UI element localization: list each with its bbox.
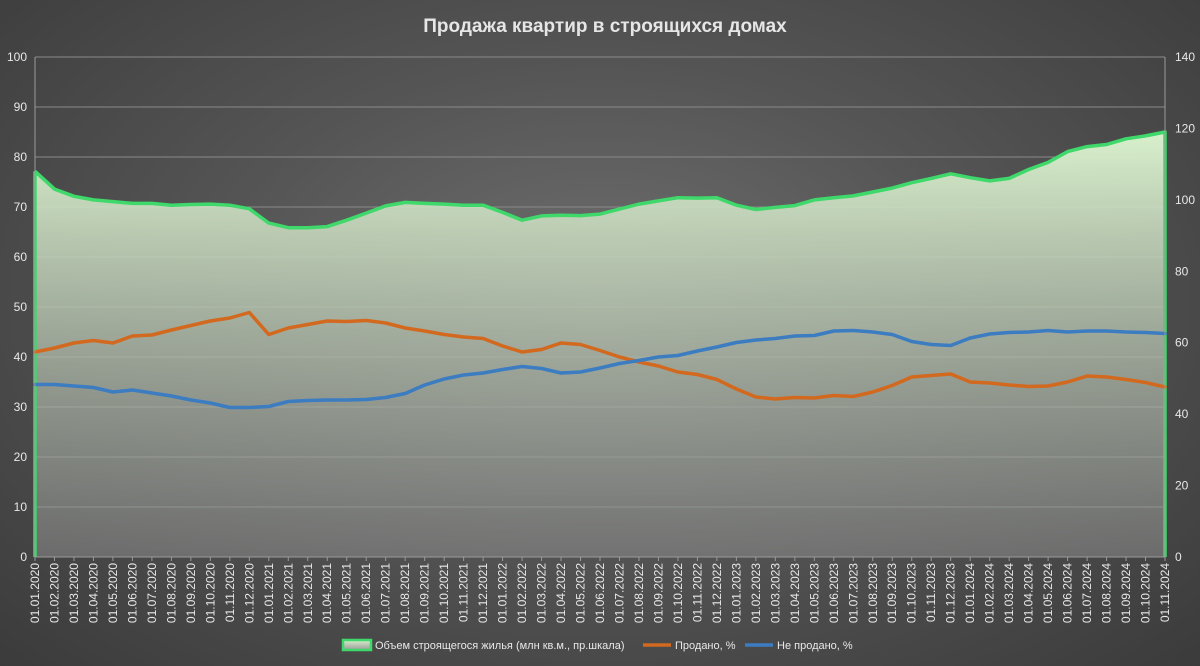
y-left-tick-label: 40: [14, 350, 28, 364]
y-left-tick-label: 10: [14, 500, 28, 514]
series-line-sold: [33, 310, 1167, 401]
chart-title: Продажа квартир в строящихся домах: [423, 16, 787, 37]
y-right-tick-label: 20: [1175, 479, 1189, 493]
x-tick-label: 01.06.2021: [359, 563, 373, 623]
legend-entry: Продано, %: [643, 640, 736, 652]
x-axis: 01.01.2020 01.02.2020 01.03.2020 01.04.2020…: [28, 556, 1172, 623]
x-tick-label: 01.09.2020: [184, 563, 198, 623]
x-tick-label: 01.03.2024: [1002, 563, 1016, 623]
x-tick-label: 01.08.2021: [398, 563, 412, 623]
x-tick-label: 01.02.2024: [983, 563, 997, 623]
x-tick-label: 01.07.2023: [846, 563, 860, 623]
legend-swatch-area: [341, 638, 373, 652]
x-tick-label: 01.10.2021: [437, 563, 451, 623]
y-left-tick-label: 20: [14, 450, 28, 464]
x-tick-label: 01.04.2022: [554, 563, 568, 623]
x-tick-label: 01.07.2022: [612, 563, 626, 623]
y-left-tick-label: 90: [14, 100, 28, 114]
x-tick-label: 01.09.2023: [885, 563, 899, 623]
legend-entry: Не продано, %: [745, 640, 853, 652]
y-right-tick-label: 120: [1175, 121, 1195, 135]
x-tick-label: 01.11.2021: [457, 563, 471, 622]
x-tick-label: 01.12.2023: [944, 563, 958, 623]
x-tick-label: 01.06.2023: [827, 563, 841, 623]
y-right-tick-label: 100: [1175, 193, 1195, 207]
x-tick-label: 01.12.2021: [476, 563, 490, 623]
x-tick-label: 01.02.2021: [281, 563, 295, 623]
legend-label: Продано, %: [675, 640, 736, 652]
x-tick-label: 01.08.2024: [1100, 563, 1114, 623]
y-right-tick-label: 40: [1175, 407, 1189, 421]
x-tick-label: 01.12.2022: [710, 563, 724, 623]
y-left-tick-label: 80: [14, 150, 28, 164]
right-axis: 0 20 40 60 80 100 120 140: [1164, 50, 1195, 564]
x-tick-label: 01.11.2023: [924, 563, 938, 622]
x-tick-label: 01.07.2020: [145, 563, 159, 623]
x-tick-label: 01.03.2022: [535, 563, 549, 623]
x-tick-label: 01.10.2023: [905, 563, 919, 623]
legend: Объем строящегося жилья (млн кв.м., пр.ш…: [341, 638, 853, 652]
series-line-unsold: [33, 328, 1167, 410]
x-tick-label: 01.06.2022: [593, 563, 607, 623]
x-tick-label: 01.11.2020: [223, 563, 237, 622]
x-tick-label: 01.11.2024: [1158, 563, 1172, 622]
x-tick-label: 01.11.2022: [690, 563, 704, 622]
x-tick-label: 01.03.2020: [67, 563, 81, 623]
x-tick-label: 01.12.2020: [242, 563, 256, 623]
x-tick-label: 01.04.2021: [320, 563, 334, 623]
x-tick-label: 01.01.2021: [262, 563, 276, 623]
x-tick-label: 01.04.2023: [788, 563, 802, 623]
x-tick-label: 01.09.2024: [1119, 563, 1133, 623]
x-tick-label: 01.09.2022: [651, 563, 665, 623]
x-tick-label: 01.05.2024: [1041, 563, 1055, 623]
y-left-tick-label: 70: [14, 200, 28, 214]
y-right-tick-label: 0: [1175, 550, 1182, 564]
left-axis: 0 10 20 30 40 50 60 70 80 90 100: [7, 50, 36, 564]
x-tick-label: 01.08.2023: [866, 563, 880, 623]
x-tick-label: 01.02.2023: [749, 563, 763, 623]
legend-label: Объем строящегося жилья (млн кв.м., пр.ш…: [375, 640, 625, 652]
x-tick-label: 01.10.2022: [671, 563, 685, 623]
area-layer: [33, 130, 1167, 557]
x-tick-label: 01.04.2024: [1022, 563, 1036, 623]
x-tick-label: 01.03.2021: [301, 563, 315, 623]
x-tick-label: 01.01.2022: [496, 563, 510, 623]
x-tick-label: 01.01.2024: [963, 563, 977, 623]
x-tick-label: 01.03.2023: [768, 563, 782, 623]
y-left-tick-label: 50: [14, 300, 28, 314]
y-right-tick-label: 80: [1175, 264, 1189, 278]
x-tick-label: 01.10.2024: [1139, 563, 1153, 623]
x-tick-label: 01.02.2022: [515, 563, 529, 623]
x-tick-label: 01.05.2023: [807, 563, 821, 623]
legend-label: Не продано, %: [777, 640, 853, 652]
x-tick-label: 01.09.2021: [418, 563, 432, 623]
x-tick-label: 01.01.2023: [729, 563, 743, 623]
x-tick-label: 01.10.2020: [203, 563, 217, 623]
x-tick-label: 01.05.2020: [106, 563, 120, 623]
x-tick-label: 01.01.2020: [28, 563, 42, 623]
y-right-tick-label: 60: [1175, 336, 1189, 350]
y-left-tick-label: 30: [14, 400, 28, 414]
y-right-tick-label: 140: [1175, 50, 1195, 64]
y-left-tick-label: 100: [7, 50, 27, 64]
series-area-volume: [35, 132, 1165, 557]
x-tick-label: 01.08.2022: [632, 563, 646, 623]
x-tick-label: 01.08.2020: [164, 563, 178, 623]
x-tick-label: 01.07.2024: [1080, 563, 1094, 623]
x-tick-label: 01.05.2021: [340, 563, 354, 623]
x-tick-label: 01.07.2021: [379, 563, 393, 623]
x-tick-label: 01.02.2020: [47, 563, 61, 623]
y-left-tick-label: 0: [20, 550, 27, 564]
legend-entry: Объем строящегося жилья (млн кв.м., пр.ш…: [341, 638, 625, 652]
lines-layer: [33, 310, 1167, 410]
x-tick-label: 01.05.2022: [574, 563, 588, 623]
x-tick-label: 01.06.2020: [125, 563, 139, 623]
x-tick-label: 01.06.2024: [1061, 563, 1075, 623]
x-tick-label: 01.04.2020: [86, 563, 100, 623]
y-left-tick-label: 60: [14, 250, 28, 264]
